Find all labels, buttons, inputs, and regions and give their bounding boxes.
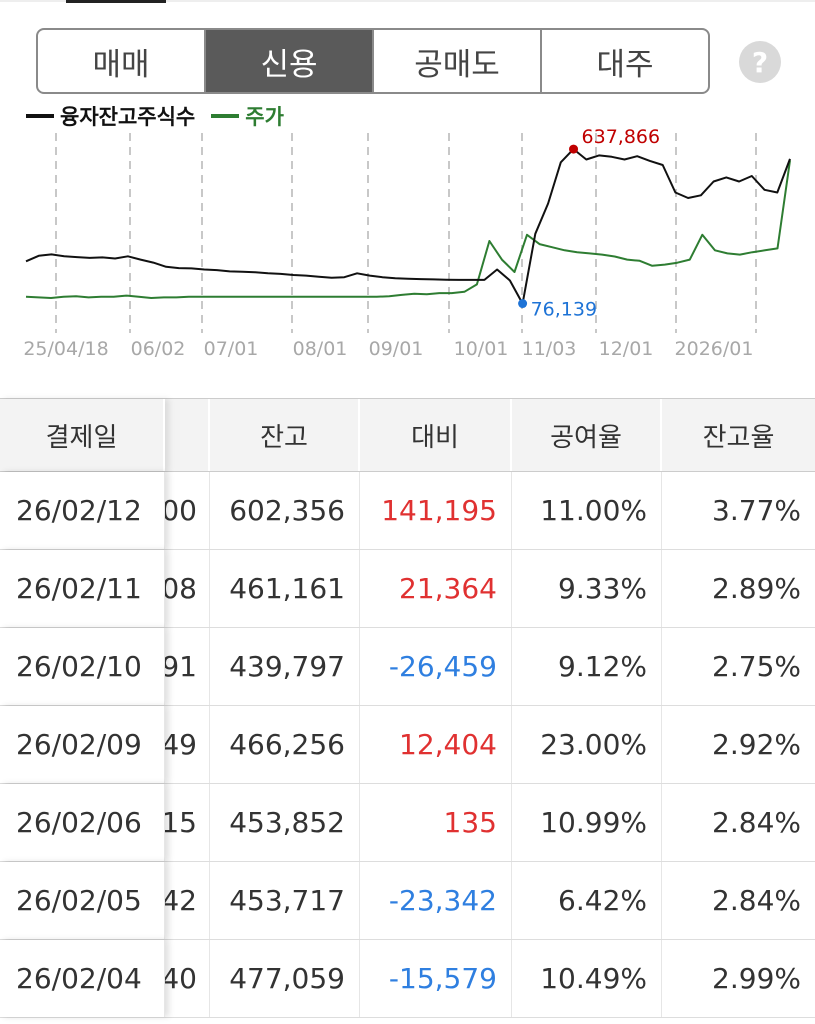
cell-settlement-date: 26/02/05 [0,862,165,939]
x-tick-label: 06/02 [131,338,186,360]
legend-label-price: 주가 [245,105,284,129]
cell-settlement-date: 26/02/04 [0,940,165,1017]
legend-item-loan-balance: 융자잔고주식수 [26,101,195,131]
cell-balance: 453,717 [210,862,360,939]
tab-trade[interactable]: 매매 [38,30,206,92]
x-tick-label: 07/01 [204,338,259,360]
cell-balance-ratio: 2.89% [712,572,801,605]
cell-balance: 466,256 [210,706,360,783]
cell-partial: 00 [165,472,210,549]
cell-balance-ratio: 2.84% [712,806,801,839]
cell-lending-ratio: 10.99% [512,784,662,861]
cell-balance: 439,797 [210,628,360,705]
max-label: 637,866 [582,128,661,148]
legend-swatch-black [26,114,54,118]
cell-balance-ratio: 2.99% [712,962,801,995]
cell-lending-ratio: 10.49% [512,940,662,1017]
table-header: 결제일 잔고 대비 공여율 잔고율 [0,398,815,472]
cell-lending-ratio: 23.00% [512,706,662,783]
cell-change: 12,404 [360,706,512,783]
credit-type-segmented-control: 매매 신용 공매도 대주 [36,28,710,94]
cell-partial: 42 [165,862,210,939]
cell-balance-ratio: 2.92% [712,728,801,761]
cell-partial: 15 [165,784,210,861]
header-partial [165,399,210,471]
header-change[interactable]: 대비 [360,399,512,471]
legend-label-loan-balance: 융자잔고주식수 [60,105,196,129]
x-tick-label: 08/01 [293,338,348,360]
cell-partial: 40 [165,940,210,1017]
top-tab-indicator [66,0,166,3]
tab-stock-lending[interactable]: 대주 [596,46,654,83]
cell-balance: 453,852 [210,784,360,861]
header-balance-ratio[interactable]: 잔고율 [702,422,775,453]
help-icon[interactable]: ? [739,41,781,83]
cell-balance: 477,059 [210,940,360,1017]
legend-item-price: 주가 [211,101,284,131]
cell-lending-ratio: 9.33% [512,550,662,627]
series-line-price [25,160,791,299]
x-tick-label: 12/01 [599,338,654,360]
cell-lending-ratio: 11.00% [512,472,662,549]
cell-change: -23,342 [360,862,512,939]
legend-swatch-green [211,114,240,118]
cell-settlement-date: 26/02/09 [0,706,165,783]
header-balance[interactable]: 잔고 [210,399,360,471]
max-marker [569,144,579,154]
cell-lending-ratio: 9.12% [512,628,662,705]
x-tick-label: 10/01 [454,338,509,360]
x-tick-label: 2026/01 [675,338,754,360]
top-divider [0,0,815,2]
series-line-loan-balance [25,148,791,305]
cell-lending-ratio: 6.42% [512,862,662,939]
cell-settlement-date: 26/02/06 [0,784,165,861]
cell-partial: 08 [165,550,210,627]
cell-partial: 91 [165,628,210,705]
cell-balance: 461,161 [210,550,360,627]
min-label: 76,139 [531,299,597,321]
cell-settlement-date: 26/02/12 [0,472,165,549]
cell-change: -15,579 [360,940,512,1017]
header-settlement-date[interactable]: 결제일 [0,399,165,471]
cell-balance-ratio: 2.84% [712,884,801,917]
cell-balance: 602,356 [210,472,360,549]
x-tick-label: 09/01 [369,338,424,360]
cell-balance-ratio: 2.75% [712,650,801,683]
cell-balance-ratio: 3.77% [712,494,801,527]
cell-change: -26,459 [360,628,512,705]
cell-change: 141,195 [360,472,512,549]
chart-legend: 융자잔고주식수 주가 [26,102,300,130]
cell-change: 21,364 [360,550,512,627]
x-tick-label: 11/03 [522,338,577,360]
cell-partial: 49 [165,706,210,783]
credit-balance-chart[interactable]: 25/04/18 06/02 07/01 08/01 09/01 10/01 11/03 12… [0,128,815,368]
cell-settlement-date: 26/02/10 [0,628,165,705]
cell-settlement-date: 26/02/11 [0,550,165,627]
header-lending-ratio[interactable]: 공여율 [512,399,662,471]
min-marker [518,299,528,309]
x-tick-label: 25/04/18 [23,338,108,360]
tab-short-selling[interactable]: 공매도 [374,30,542,92]
cell-change: 135 [360,784,512,861]
tab-credit[interactable]: 신용 [206,30,374,92]
